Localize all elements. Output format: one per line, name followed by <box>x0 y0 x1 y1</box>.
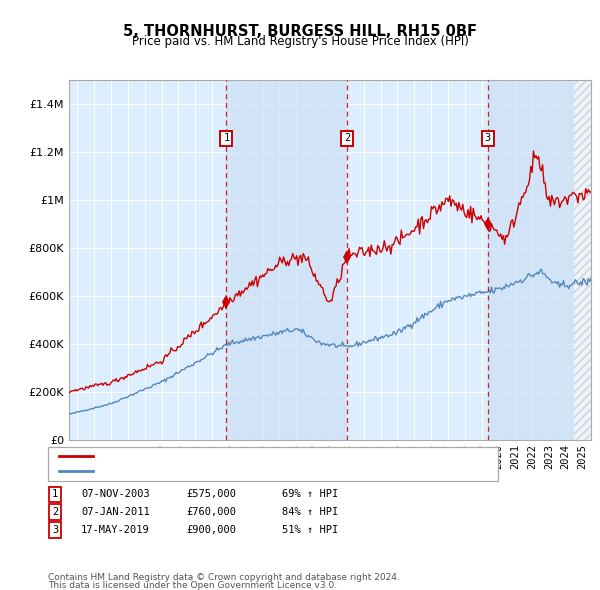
Text: 1: 1 <box>223 133 230 143</box>
Text: 3: 3 <box>52 525 58 535</box>
Text: 5, THORNHURST, BURGESS HILL, RH15 0BF: 5, THORNHURST, BURGESS HILL, RH15 0BF <box>123 24 477 38</box>
Bar <box>574 80 599 440</box>
Text: This data is licensed under the Open Government Licence v3.0.: This data is licensed under the Open Gov… <box>48 581 337 590</box>
Text: 07-JAN-2011: 07-JAN-2011 <box>81 507 150 517</box>
Text: 69% ↑ HPI: 69% ↑ HPI <box>282 490 338 499</box>
Text: Contains HM Land Registry data © Crown copyright and database right 2024.: Contains HM Land Registry data © Crown c… <box>48 572 400 582</box>
Text: 2: 2 <box>52 507 58 517</box>
Text: 51% ↑ HPI: 51% ↑ HPI <box>282 525 338 535</box>
Text: £575,000: £575,000 <box>186 490 236 499</box>
Text: 5, THORNHURST, BURGESS HILL, RH15 0BF (detached house): 5, THORNHURST, BURGESS HILL, RH15 0BF (d… <box>100 451 420 461</box>
Text: 2: 2 <box>344 133 350 143</box>
Text: 3: 3 <box>485 133 491 143</box>
Bar <box>226 80 347 440</box>
Text: HPI: Average price, detached house, Mid Sussex: HPI: Average price, detached house, Mid … <box>100 466 352 476</box>
Bar <box>488 80 591 440</box>
Text: 17-MAY-2019: 17-MAY-2019 <box>81 525 150 535</box>
Text: £760,000: £760,000 <box>186 507 236 517</box>
Text: Price paid vs. HM Land Registry's House Price Index (HPI): Price paid vs. HM Land Registry's House … <box>131 35 469 48</box>
Text: 07-NOV-2003: 07-NOV-2003 <box>81 490 150 499</box>
Text: 84% ↑ HPI: 84% ↑ HPI <box>282 507 338 517</box>
Text: 1: 1 <box>52 490 58 499</box>
Text: £900,000: £900,000 <box>186 525 236 535</box>
